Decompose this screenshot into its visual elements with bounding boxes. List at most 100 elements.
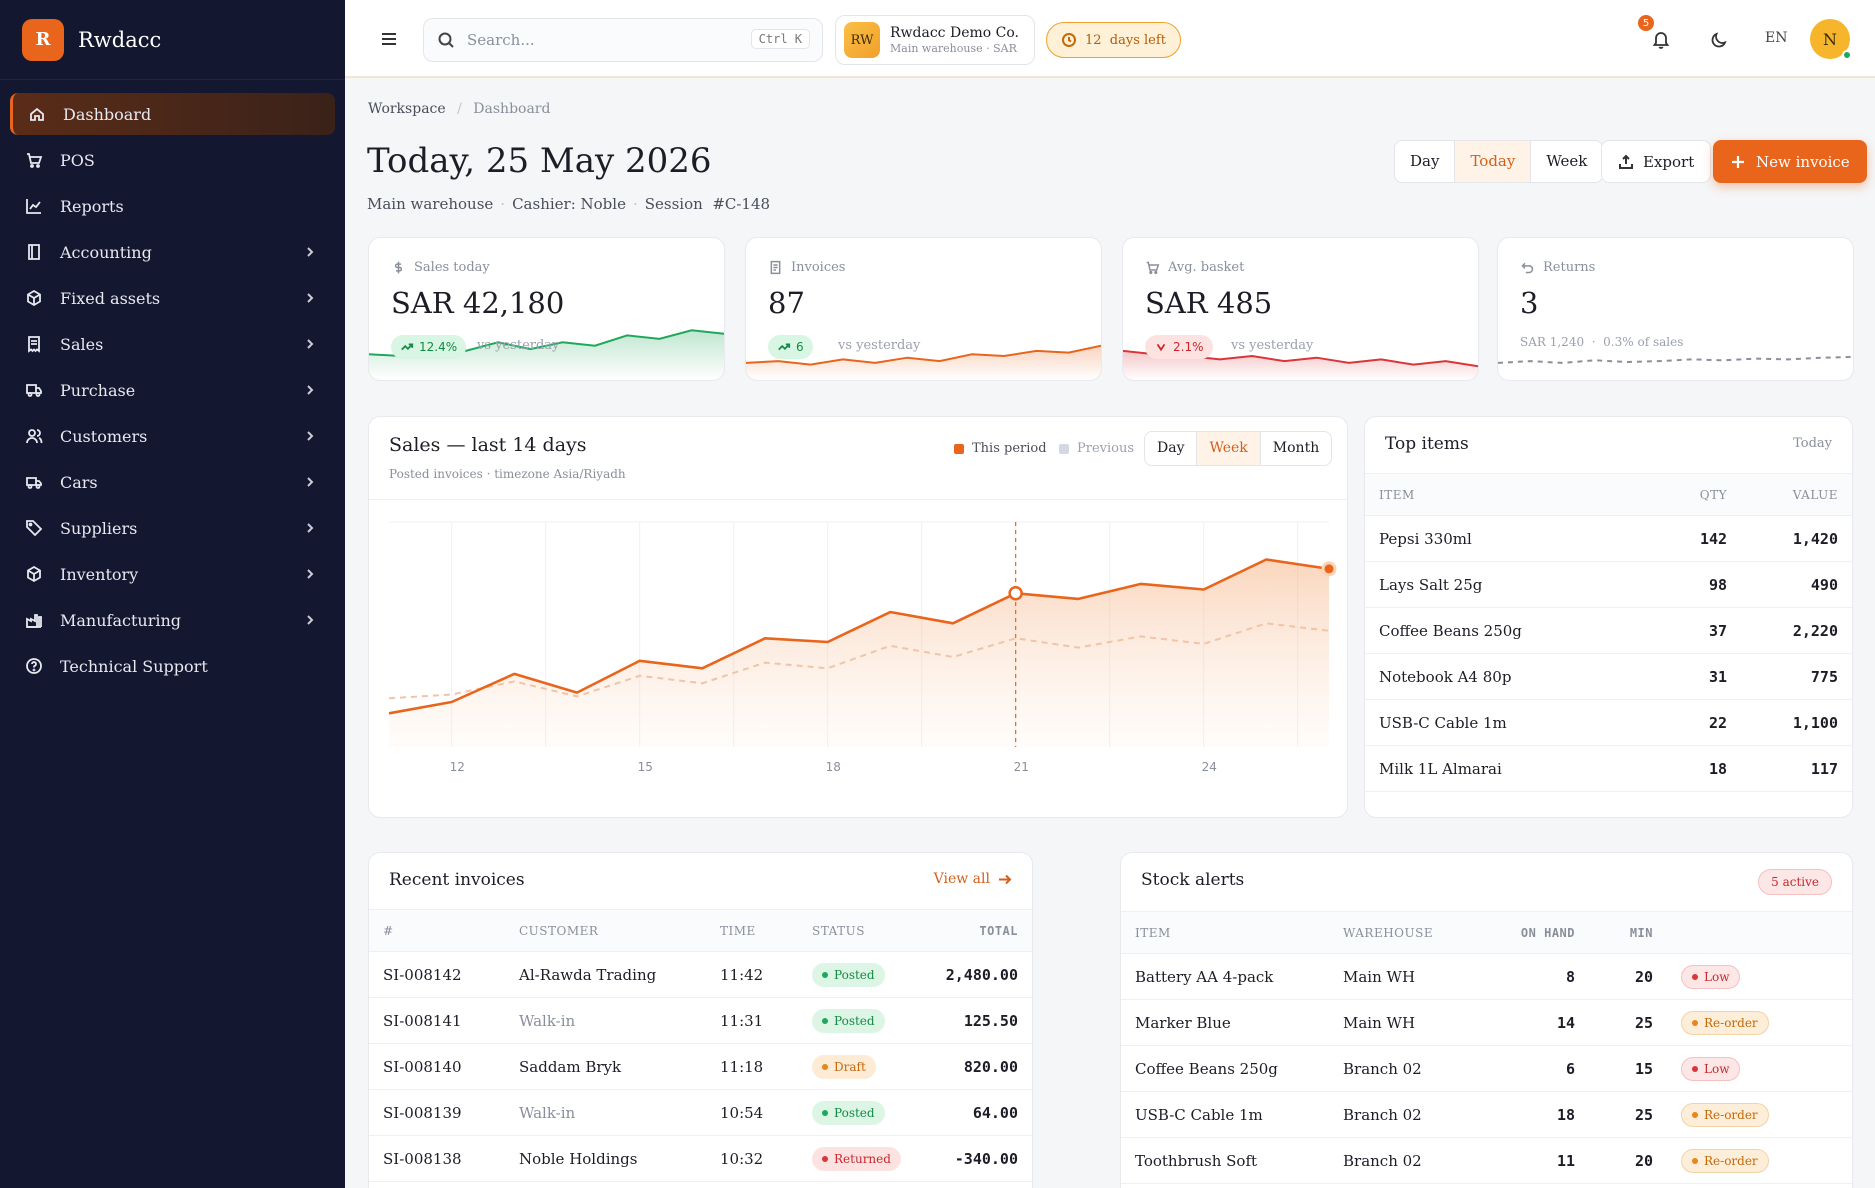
table-row[interactable]: Lays Salt 25g 98 490 (1365, 561, 1852, 608)
plus-icon (1732, 155, 1744, 168)
sidebar-item-cars[interactable]: Cars (10, 461, 335, 503)
table-row[interactable]: Toothbrush Soft Branch 02 11 20 Re-order (1121, 1137, 1852, 1184)
table-row[interactable]: Marker Blue Main WH 14 25 Re-order (1121, 999, 1852, 1046)
factory-icon (24, 610, 44, 630)
table-row[interactable]: Coffee Beans 250g Branch 02 6 15 Low (1121, 1045, 1852, 1092)
breadcrumb: Workspace / Dashboard (368, 101, 550, 117)
invoice-number[interactable]: SI-008142 (369, 951, 505, 998)
sidebar-item-pos[interactable]: POS (10, 139, 335, 181)
sidebar-item-customers[interactable]: Customers (10, 415, 335, 457)
kpi-vs-label: vs yesterday (838, 338, 921, 353)
chevron-right-icon (303, 520, 317, 534)
view-all-link[interactable]: View all (934, 871, 1012, 887)
item-value: 1,100 (1727, 699, 1852, 746)
sidebar-item-dashboard[interactable]: Dashboard (10, 93, 335, 135)
table-row[interactable]: Milk 1L Almarai 18 117 (1365, 745, 1852, 792)
bell-icon[interactable] (1650, 28, 1672, 50)
table-row[interactable]: SI-008138 Noble Holdings 10:32 Returned -340… (369, 1135, 1032, 1182)
status-text: Draft (834, 1059, 866, 1074)
invoice-number[interactable]: SI-008140 (369, 1043, 505, 1090)
kpi-card-returns[interactable]: Returns 3 SAR 1,240 · 0.3% of sales (1497, 237, 1854, 381)
new-invoice-button[interactable]: New invoice (1713, 140, 1867, 183)
stock-on-hand: 8 (1479, 953, 1589, 1000)
table-row[interactable]: Battery AA 4-pack Main WH 8 20 Low (1121, 953, 1852, 1000)
kpi-label-text: Returns (1543, 260, 1596, 275)
status-text: Posted (834, 1105, 875, 1120)
sidebar-item-manufacturing[interactable]: Manufacturing (10, 599, 335, 641)
range-today[interactable]: Today (1455, 141, 1532, 182)
language-switch[interactable]: EN (1765, 30, 1788, 46)
kpi-value: SAR 485 (1145, 286, 1273, 320)
invoice-total: 2,480.00 (923, 951, 1032, 998)
highlight-point[interactable] (1008, 586, 1023, 601)
moon-icon[interactable] (1709, 30, 1729, 50)
table-row[interactable]: SI-008140 Saddam Bryk 11:18 Draft 820.00 (369, 1043, 1032, 1090)
legend-label-previous: Previous (1077, 441, 1135, 456)
table-row[interactable]: Coffee Beans 250g 37 2,220 (1365, 607, 1852, 654)
range-day[interactable]: Day (1395, 141, 1456, 182)
status-text: Returned (834, 1151, 891, 1166)
kpi-label: Returns (1520, 260, 1595, 275)
stock-warehouse: Branch 02 (1329, 1137, 1479, 1184)
chevron-right-icon (303, 244, 317, 258)
top-items-period: Today (1793, 436, 1832, 451)
table-row[interactable]: SI-008142 Al-Rawda Trading 11:42 Posted 2,48… (369, 951, 1032, 998)
table-row[interactable]: Pepsi 330ml 142 1,420 (1365, 515, 1852, 562)
top-items-title: Top items (1385, 434, 1469, 454)
company-switcher[interactable]: RW Rwdacc Demo Co. Main warehouse · SAR (835, 15, 1035, 65)
kpi-card-invoices[interactable]: Invoices 87 6 vs yesterday (745, 237, 1102, 381)
chart-range-week[interactable]: Week (1197, 432, 1261, 465)
x-tick-label: 21 (1014, 760, 1029, 774)
status-text: Re-order (1704, 1107, 1758, 1122)
table-row[interactable]: SI-008139 Walk-in 10:54 Posted 64.00 (369, 1089, 1032, 1136)
arrow-right-icon (999, 874, 1012, 884)
sidebar-item-inventory[interactable]: Inventory (10, 553, 335, 595)
x-tick-label: 15 (638, 760, 653, 774)
sidebar-item-sales[interactable]: Sales (10, 323, 335, 365)
search-input[interactable] (467, 31, 717, 49)
search-box[interactable]: Ctrl K (423, 18, 823, 62)
invoice-customer: Walk-in (505, 1089, 706, 1136)
invoice-status: Posted (798, 951, 924, 998)
menu-icon[interactable] (379, 29, 399, 49)
stock-on-hand: 18 (1479, 1091, 1589, 1138)
invoice-number[interactable]: SI-008139 (369, 1089, 505, 1136)
sidebar-item-suppliers[interactable]: Suppliers (10, 507, 335, 549)
sidebar-item-reports[interactable]: Reports (10, 185, 335, 227)
sidebar-item-label: Technical Support (60, 656, 208, 676)
kpi-label-text: Sales today (414, 260, 490, 275)
sparkline (1498, 355, 1853, 364)
range-week[interactable]: Week (1546, 152, 1588, 170)
table-row[interactable]: USB-C Cable 1m 22 1,100 (1365, 699, 1852, 746)
sidebar-item-accounting[interactable]: Accounting (10, 231, 335, 273)
trial-badge[interactable]: 12 days left (1046, 22, 1181, 58)
help-icon (24, 656, 44, 676)
kpi-card-avg-basket[interactable]: Avg. basket SAR 485 2.1% vs yesterday (1122, 237, 1479, 381)
invoice-number[interactable]: SI-008138 (369, 1135, 505, 1182)
kpi-card-sales-today[interactable]: Sales today SAR 42,180 12.4% vs yesterday (368, 237, 725, 381)
stock-item: USB-C Cable 1m (1121, 1091, 1329, 1138)
chart-range-day[interactable]: Day (1145, 432, 1198, 465)
legend-previous: Previous (1059, 441, 1134, 456)
table-row[interactable]: Notebook A4 80p 31 775 (1365, 653, 1852, 700)
sidebar-item-fixed-assets[interactable]: Fixed assets (10, 277, 335, 319)
export-button[interactable]: Export (1601, 140, 1712, 183)
sidebar-item-purchase[interactable]: Purchase (10, 369, 335, 411)
brand[interactable]: R Rwdacc (0, 0, 345, 80)
chart-range-selector: Day Week Month (1144, 431, 1333, 466)
chevron-right-icon (303, 336, 317, 350)
invoice-total: 820.00 (923, 1043, 1032, 1090)
stock-min: 15 (1589, 1045, 1667, 1092)
invoice-number[interactable]: SI-008141 (369, 997, 505, 1044)
latest-point[interactable] (1321, 561, 1337, 577)
chart-range-month[interactable]: Month (1272, 440, 1320, 456)
table-row[interactable]: SI-008141 Walk-in 11:31 Posted 125.50 (369, 997, 1032, 1044)
sidebar-item-label: Customers (60, 426, 148, 446)
table-row[interactable]: USB-C Cable 1m Branch 02 18 25 Re-order (1121, 1091, 1852, 1138)
stock-warehouse: Branch 02 (1329, 1091, 1479, 1138)
breadcrumb-workspace[interactable]: Workspace (368, 101, 446, 117)
stock-alerts-title: Stock alerts (1141, 870, 1245, 890)
sidebar-item-technical-support[interactable]: Technical Support (10, 645, 335, 687)
trend-up-icon (778, 343, 791, 351)
item-value: 775 (1727, 653, 1852, 700)
